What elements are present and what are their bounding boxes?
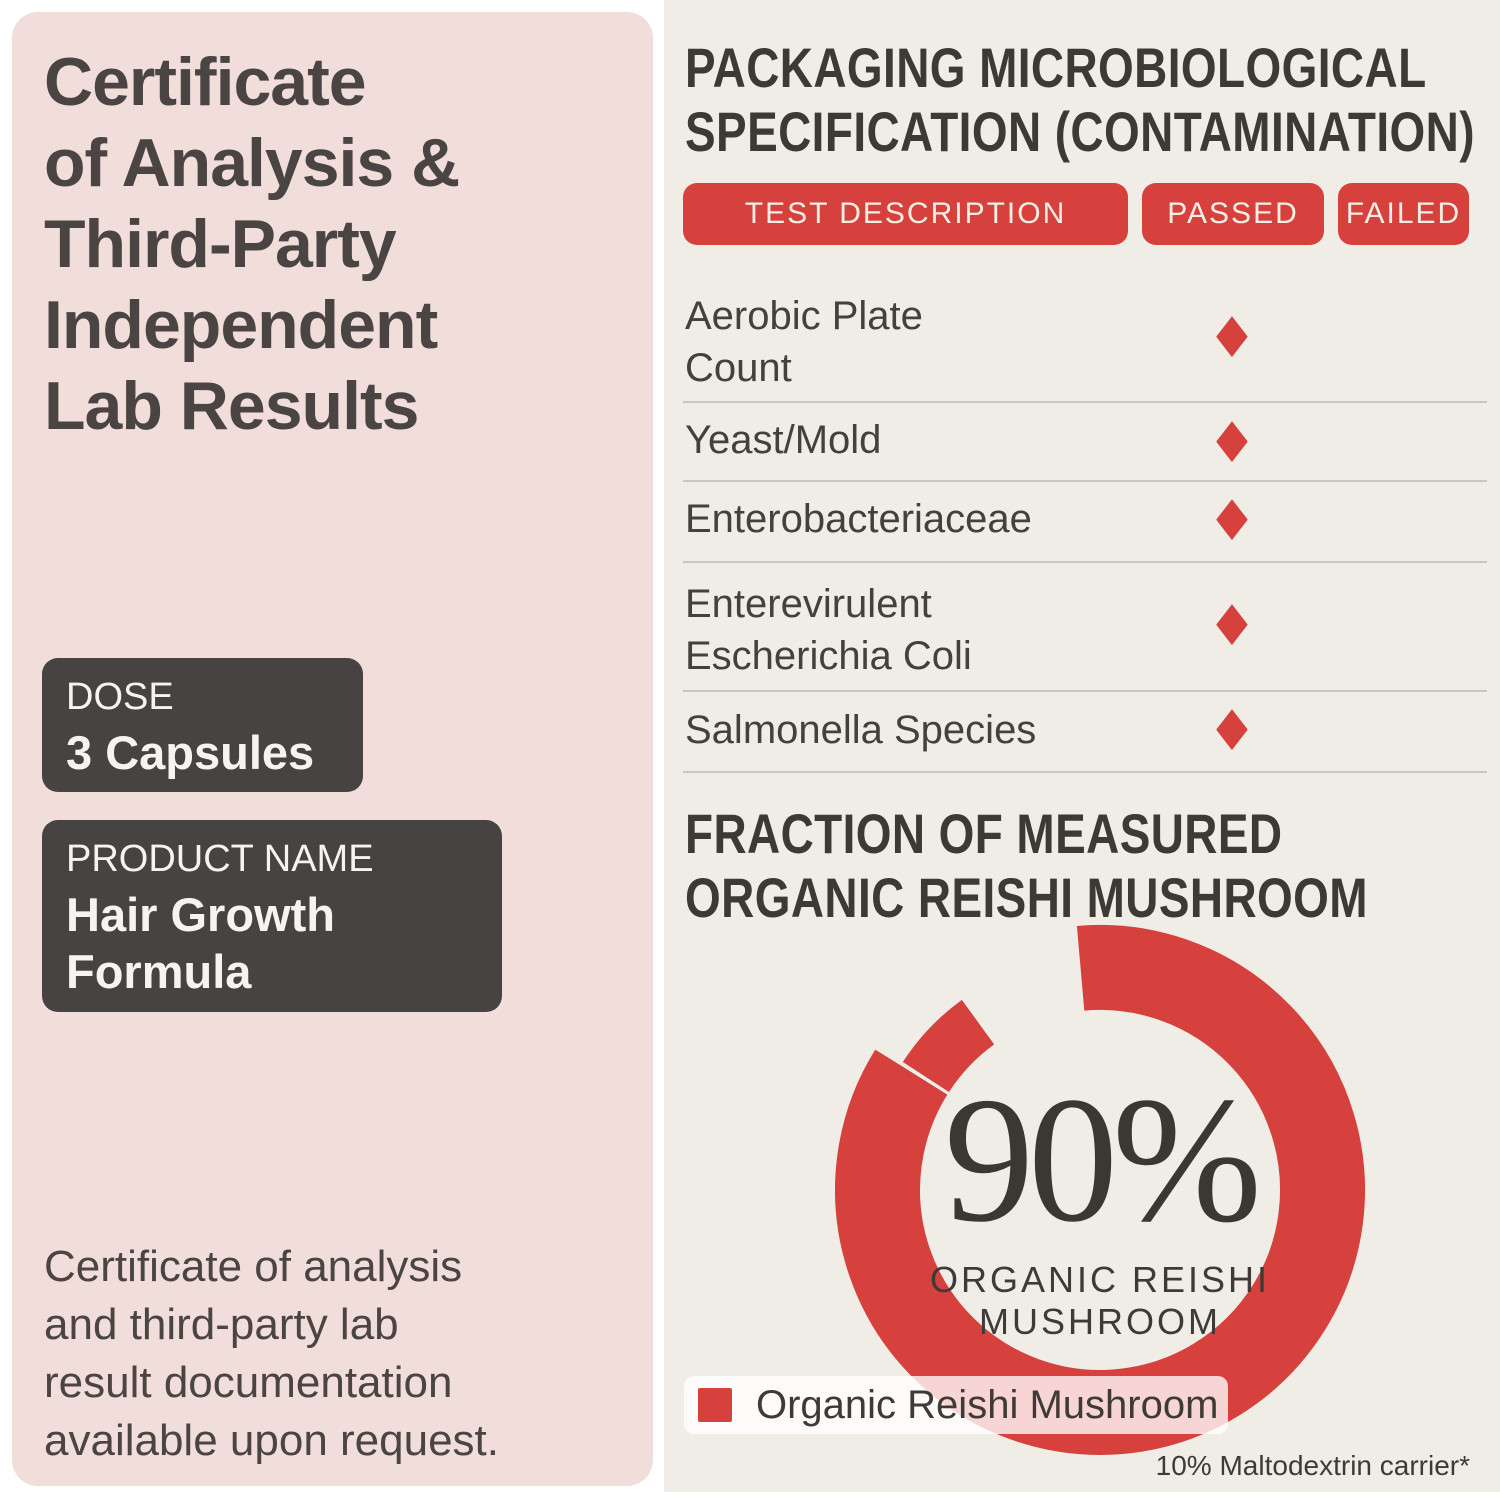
product-name-value: Hair Growth Formula [66,886,478,1000]
test-name-line: Escherichia Coli [685,634,972,678]
row-divider [683,480,1487,482]
passed-diamond-icon: ♦ [1206,306,1258,371]
chart-legend: Organic Reishi Mushroom [684,1376,1228,1434]
test-name-line: Yeast/Mold [685,418,882,462]
test-name-line: Count [685,346,792,390]
dose-badge: DOSE 3 Capsules [42,658,363,792]
table-row-test-name: Enterevirulent Escherichia Coli [685,578,1205,682]
availability-note-line: and third-party lab [44,1300,399,1349]
row-divider [683,771,1487,773]
test-name-line: Aerobic Plate [685,294,923,338]
test-name-line: Salmonella Species [685,708,1037,752]
table-row-test-name: Yeast/Mold [685,414,1205,466]
availability-note-line: Certificate of analysis [44,1242,463,1291]
micro-spec-heading-line: PACKAGING MICROBIOLOGICAL [685,36,1427,99]
test-name-line: Enterevirulent [685,582,932,626]
page-title-line: Third-Party [44,206,397,282]
product-name-line: Formula [66,945,252,998]
donut-slice-tapered-end [902,999,995,1093]
column-header-test-description: TEST DESCRIPTION [683,183,1128,245]
donut-center-label: ORGANIC REISHI MUSHROOM [860,1259,1340,1343]
page-title-line: Independent [44,287,438,363]
chart-footnote: 10% Maltodextrin carrier* [1155,1450,1470,1481]
donut-center-label-line: ORGANIC REISHI [929,1259,1271,1300]
passed-diamond-icon: ♦ [1206,699,1258,764]
percent-number: 90 [944,1060,1118,1259]
table-row-test-name: Aerobic Plate Count [685,290,1205,394]
passed-diamond-icon: ♦ [1206,594,1258,659]
micro-spec-heading-line: SPECIFICATION (CONTAMINATION) [685,100,1475,163]
legend-label: Organic Reishi Mushroom [756,1382,1219,1427]
fraction-heading-line: FRACTION OF MEASURED [685,802,1283,865]
micro-spec-heading: PACKAGING MICROBIOLOGICAL SPECIFICATION … [685,36,1500,164]
availability-note-line: result documentation [44,1358,453,1407]
product-name-badge: PRODUCT NAME Hair Growth Formula [42,820,502,1012]
row-divider [683,401,1487,403]
legend-swatch-icon [698,1388,732,1422]
page-title-line: of Analysis & [44,125,460,201]
test-name-line: Enterobacteriaceae [685,497,1032,541]
passed-diamond-icon: ♦ [1206,489,1258,554]
row-divider [683,690,1487,692]
percent-sign: % [1112,1060,1262,1259]
dose-label: DOSE [66,676,174,718]
product-name-label: PRODUCT NAME [66,838,374,880]
table-row-test-name: Salmonella Species [685,704,1205,756]
fraction-heading: FRACTION OF MEASURED ORGANIC REISHI MUSH… [685,802,1500,930]
availability-note: Certificate of analysis and third-party … [44,1238,624,1470]
dose-value: 3 Capsules [66,726,315,779]
donut-center-label-line: MUSHROOM [979,1301,1221,1342]
donut-percent-value: 90% [860,1070,1340,1250]
page-title: Certificate of Analysis & Third-Party In… [44,42,624,447]
right-panel [664,0,1500,1492]
row-divider [683,561,1487,563]
column-header-failed: FAILED [1338,183,1469,245]
table-row-test-name: Enterobacteriaceae [685,493,1205,545]
fraction-heading-line: ORGANIC REISHI MUSHROOM [685,866,1368,929]
page-title-line: Lab Results [44,368,419,444]
availability-note-line: available upon request. [44,1416,499,1465]
passed-diamond-icon: ♦ [1206,411,1258,476]
column-header-passed: PASSED [1142,183,1324,245]
donut-center-text: 90% ORGANIC REISHI MUSHROOM [860,1070,1340,1343]
page-title-line: Certificate [44,44,367,120]
product-name-line: Hair Growth [66,888,335,941]
